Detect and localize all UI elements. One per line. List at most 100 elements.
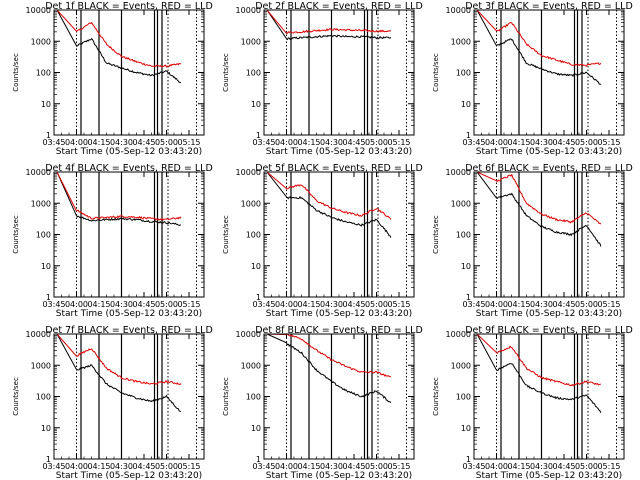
x-tick-label: 03:45 <box>42 138 65 147</box>
y-axis-label: Counts/sec <box>432 215 440 254</box>
x-tick-label: 04:15 <box>507 300 530 309</box>
x-axis-label: Start Time (05-Sep-12 03:43:20) <box>266 309 412 319</box>
x-tick-label: 05:00 <box>365 138 388 147</box>
x-tick-label: 04:00 <box>65 300 88 309</box>
y-tick-label: 1000 <box>241 361 261 370</box>
y-tick-label: 1 <box>466 293 471 302</box>
x-tick-label: 05:15 <box>177 462 200 471</box>
y-axis-label: Counts/sec <box>12 53 20 92</box>
x-tick-label: 04:45 <box>132 138 155 147</box>
x-tick-label: 04:30 <box>530 462 553 471</box>
x-tick-label: 04:00 <box>275 462 298 471</box>
y-tick-label: 1 <box>46 455 51 464</box>
y-tick-label: 10000 <box>236 168 261 177</box>
y-tick-label: 1 <box>466 455 471 464</box>
series-line-events <box>266 10 392 41</box>
series-line-lld <box>56 334 182 386</box>
x-axis-label: Start Time (05-Sep-12 03:43:20) <box>266 471 412 480</box>
y-tick-label: 1 <box>466 131 471 140</box>
x-axis-label: Start Time (05-Sep-12 03:43:20) <box>476 147 622 157</box>
x-axis-label: Start Time (05-Sep-12 03:43:20) <box>56 471 202 480</box>
y-tick-label: 10 <box>461 100 471 109</box>
x-tick-label: 04:00 <box>485 138 508 147</box>
chart-title: Det 2f BLACK = Events, RED = LLD <box>255 1 423 12</box>
x-tick-label: 04:45 <box>552 462 575 471</box>
y-tick-label: 10000 <box>26 6 51 15</box>
series-line-events <box>56 10 181 83</box>
series-line-events <box>266 172 392 238</box>
series-line-lld <box>56 10 182 68</box>
x-tick-label: 04:45 <box>132 462 155 471</box>
series-line-lld <box>476 334 602 387</box>
chart-title: Det 1f BLACK = Events, RED = LLD <box>45 1 213 12</box>
x-tick-label: 05:15 <box>387 462 410 471</box>
chart-title: Det 3f BLACK = Events, RED = LLD <box>465 1 633 12</box>
series-line-events <box>476 172 602 247</box>
x-tick-label: 04:45 <box>342 138 365 147</box>
x-tick-label: 05:00 <box>155 300 178 309</box>
x-tick-label: 04:15 <box>87 462 110 471</box>
series-line-lld <box>56 172 182 221</box>
y-tick-label: 1000 <box>31 37 51 46</box>
x-tick-label: 04:30 <box>320 138 343 147</box>
y-tick-label: 100 <box>246 231 261 240</box>
x-tick-label: 04:45 <box>132 300 155 309</box>
series-line-lld <box>476 10 602 67</box>
y-tick-label: 100 <box>456 231 471 240</box>
x-tick-label: 04:00 <box>65 138 88 147</box>
y-tick-label: 10 <box>251 424 261 433</box>
x-tick-label: 05:00 <box>575 138 598 147</box>
series-line-events <box>56 334 182 412</box>
series-line-lld <box>476 172 602 225</box>
series-line-lld <box>266 172 392 220</box>
y-tick-label: 1000 <box>241 37 261 46</box>
chart-title: Det 8f BLACK = Events, RED = LLD <box>255 325 423 336</box>
y-tick-label: 1000 <box>31 199 51 208</box>
plot-frame <box>263 9 415 136</box>
y-tick-label: 10000 <box>26 168 51 177</box>
x-tick-label: 05:00 <box>155 462 178 471</box>
chart-panel-9: Det 9f BLACK = Events, RED = LLD 1 10 100 10… <box>432 325 633 480</box>
y-tick-label: 10 <box>461 424 471 433</box>
plot-frame <box>473 333 625 460</box>
y-axis-label: Counts/sec <box>222 377 230 416</box>
y-tick-label: 10 <box>41 262 51 271</box>
series-line-events <box>56 172 181 226</box>
x-tick-label: 04:15 <box>507 462 530 471</box>
x-tick-label: 04:00 <box>485 462 508 471</box>
y-tick-label: 1 <box>256 455 261 464</box>
y-tick-label: 1000 <box>451 199 471 208</box>
y-axis-label: Counts/sec <box>222 53 230 92</box>
y-tick-label: 100 <box>36 393 51 402</box>
series-line-events <box>476 10 602 85</box>
chart-title: Det 7f BLACK = Events, RED = LLD <box>45 325 213 336</box>
plot-frame <box>53 333 205 460</box>
y-tick-label: 1 <box>46 131 51 140</box>
x-tick-label: 05:15 <box>597 300 620 309</box>
x-tick-label: 05:15 <box>387 300 410 309</box>
y-tick-label: 10 <box>251 262 261 271</box>
x-tick-label: 04:30 <box>530 138 553 147</box>
y-tick-label: 100 <box>456 393 471 402</box>
x-tick-label: 03:45 <box>42 300 65 309</box>
x-tick-label: 05:15 <box>177 300 200 309</box>
x-tick-label: 04:45 <box>552 300 575 309</box>
chart-title: Det 5f BLACK = Events, RED = LLD <box>255 163 423 174</box>
plot-frame <box>53 171 205 298</box>
x-tick-label: 04:30 <box>110 300 133 309</box>
x-tick-label: 03:45 <box>462 300 485 309</box>
x-tick-label: 04:00 <box>65 462 88 471</box>
x-tick-label: 04:30 <box>320 300 343 309</box>
series-line-lld <box>266 10 392 34</box>
plot-frame <box>473 9 625 136</box>
x-tick-label: 05:00 <box>575 462 598 471</box>
x-tick-label: 05:15 <box>177 138 200 147</box>
x-axis-label: Start Time (05-Sep-12 03:43:20) <box>476 471 622 480</box>
x-tick-label: 04:15 <box>87 300 110 309</box>
y-tick-label: 1000 <box>241 199 261 208</box>
y-tick-label: 1 <box>256 293 261 302</box>
y-tick-label: 10000 <box>446 330 471 339</box>
chart-panel-1: Det 1f BLACK = Events, RED = LLD 1 10 100 10… <box>12 1 213 157</box>
x-tick-label: 04:30 <box>110 462 133 471</box>
